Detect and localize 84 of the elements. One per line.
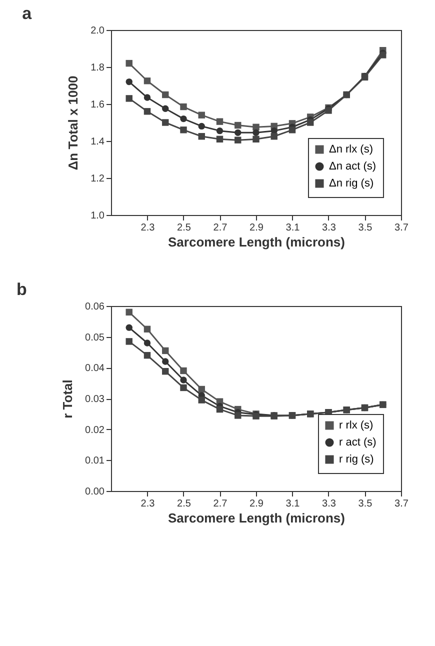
chart-title: a <box>22 4 32 23</box>
legend-label: Δn rlx (s) <box>329 144 374 156</box>
point <box>180 126 187 134</box>
point <box>216 127 224 134</box>
point <box>162 368 169 375</box>
point <box>126 324 132 331</box>
y-tick-label: 1.6 <box>90 100 105 110</box>
point <box>180 367 187 374</box>
y-tick-label: 0.04 <box>85 363 105 374</box>
point <box>144 78 151 84</box>
point <box>144 326 151 332</box>
point <box>234 129 242 136</box>
legend-label: Δn rig (s) <box>329 178 374 190</box>
y-tick-label: 0.05 <box>85 332 105 344</box>
x-tick-label: 3.1 <box>286 498 300 510</box>
x-tick-label: 3.5 <box>358 222 373 234</box>
legend-label: r act (s) <box>339 436 376 448</box>
y-tick-label: 1.2 <box>90 174 105 184</box>
point <box>180 376 187 384</box>
x-tick-label: 3.7 <box>394 498 409 510</box>
point <box>144 108 151 115</box>
point <box>252 136 260 143</box>
point <box>234 122 242 129</box>
point <box>180 103 187 110</box>
legend-label: r rlx (s) <box>339 420 374 432</box>
point <box>126 60 132 67</box>
point <box>144 352 151 359</box>
point <box>126 338 132 345</box>
x-tick-label: 2.9 <box>250 222 264 234</box>
x-tick-label: 2.5 <box>177 498 192 510</box>
point <box>234 136 242 144</box>
x-axis-title: Sarcomere Length (microns) <box>168 510 345 526</box>
point <box>216 406 224 413</box>
y-tick-label: 0.01 <box>85 456 105 467</box>
point <box>216 118 224 125</box>
y-tick-label: 1.4 <box>90 136 105 148</box>
legend-label: r rig (s) <box>339 454 374 466</box>
point <box>162 358 169 365</box>
point <box>180 384 187 392</box>
point <box>162 347 169 354</box>
x-tick-label: 2.7 <box>213 222 228 234</box>
y-tick-label: 2.0 <box>90 26 105 36</box>
point <box>144 340 151 346</box>
y-axis-title: Δn Total x 1000 <box>66 76 81 170</box>
point <box>288 126 296 134</box>
x-tick-label: 2.3 <box>140 498 156 510</box>
y-tick-label: 0.00 <box>85 486 105 498</box>
x-tick-label: 2.9 <box>250 498 264 510</box>
x-tick-label: 3.3 <box>322 498 336 510</box>
point <box>270 133 278 140</box>
x-tick-label: 3.5 <box>358 498 373 510</box>
point <box>252 129 260 136</box>
point <box>307 119 314 126</box>
point <box>252 124 260 130</box>
legend-label: Δn act (s) <box>329 160 376 172</box>
point <box>234 412 242 419</box>
x-tick-label: 2.5 <box>177 222 192 234</box>
y-tick-label: 0.03 <box>85 394 105 405</box>
point <box>198 133 205 140</box>
point <box>144 94 151 101</box>
point <box>198 122 205 130</box>
x-tick-label: 2.3 <box>140 222 156 234</box>
x-tick-label: 3.7 <box>394 222 409 234</box>
x-axis-title: Sarcomere Length (microns) <box>168 234 345 250</box>
point <box>198 396 205 404</box>
y-tick-label: 0.06 <box>85 302 105 312</box>
point <box>162 91 169 98</box>
y-tick-label: 0.02 <box>85 424 105 436</box>
point <box>216 136 224 143</box>
x-tick-label: 2.7 <box>213 498 228 510</box>
point <box>198 112 205 118</box>
y-tick-label: 1.0 <box>90 210 105 222</box>
point <box>126 308 132 316</box>
x-tick-label: 3.3 <box>322 222 336 234</box>
point <box>162 105 169 112</box>
point <box>126 95 132 102</box>
y-axis-title: r Total <box>60 380 76 418</box>
chart-title: b <box>16 280 27 299</box>
point <box>162 119 169 126</box>
point <box>126 78 132 86</box>
point <box>180 115 187 122</box>
point <box>198 386 205 393</box>
x-tick-label: 3.1 <box>286 222 300 234</box>
y-tick-label: 1.8 <box>90 62 105 74</box>
